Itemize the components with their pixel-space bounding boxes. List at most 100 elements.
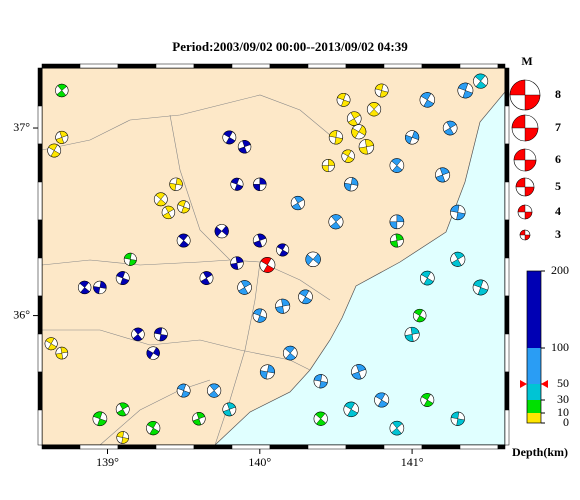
ball-quadrant [291, 196, 305, 211]
frame-bar [383, 63, 423, 69]
magnitude-legend-ball [513, 148, 537, 172]
ball-quadrant [342, 149, 354, 163]
ball-quadrant [344, 177, 359, 192]
frame-bar [497, 63, 506, 69]
ball-quadrant [116, 402, 129, 417]
event-beachball [341, 149, 355, 163]
event-beachball [346, 111, 362, 126]
event-beachball [55, 346, 69, 360]
frame-bar [37, 143, 43, 183]
ball-quadrant [253, 177, 267, 191]
event-beachball [328, 214, 344, 230]
ball-quadrant [450, 204, 466, 220]
map-area [42, 68, 505, 445]
boundaries [42, 94, 331, 445]
ball-quadrant [178, 233, 189, 248]
ball-quadrant [443, 120, 457, 136]
ball-quadrant [389, 214, 405, 230]
frame-bar [155, 63, 195, 69]
events [44, 73, 489, 444]
event-beachball [358, 139, 375, 155]
ball-quadrant [238, 280, 251, 295]
ball-quadrant [315, 411, 327, 426]
ball-quadrant [473, 279, 489, 296]
event-beachball [115, 271, 130, 285]
depth-bin [527, 384, 541, 400]
frame-bar [459, 63, 499, 69]
ball-quadrant [177, 200, 190, 214]
event-beachball [374, 83, 389, 98]
event-beachball [199, 271, 214, 285]
depth-tick-label: 0 [563, 415, 569, 429]
event-beachball [473, 73, 489, 89]
event-beachball [177, 200, 191, 214]
magnitude-legend-ball [515, 177, 535, 197]
ball-quadrant [420, 270, 434, 286]
frame-bar [421, 444, 461, 450]
event-beachball [222, 402, 237, 417]
event-beachball [237, 280, 252, 295]
ball-quadrant [330, 214, 342, 230]
ball-quadrant [192, 412, 206, 426]
event-beachball [457, 82, 474, 99]
ball-quadrant [223, 130, 236, 145]
ball-quadrant [451, 251, 465, 267]
ball-quadrant [284, 345, 296, 361]
ball-quadrant [93, 280, 107, 294]
event-beachball [305, 251, 321, 268]
frame-bar [41, 63, 81, 69]
event-beachball [351, 364, 367, 380]
ball-quadrant [517, 204, 533, 220]
frame-bar [345, 444, 385, 450]
magnitude-legend-ball [509, 79, 541, 111]
magnitude-legend-ball [519, 229, 531, 241]
frame-bar [37, 219, 43, 259]
event-beachball [153, 192, 168, 207]
ball-quadrant [55, 131, 68, 144]
event-beachball [389, 233, 404, 248]
frame-bar [504, 333, 510, 373]
event-beachball [374, 392, 390, 408]
depth-tick-label: 200 [551, 263, 569, 277]
sea [214, 68, 505, 445]
magnitude-legend-label: 8 [555, 87, 561, 101]
event-beachball [389, 158, 405, 173]
ball-quadrant [48, 143, 61, 158]
depth-tick-label: 10 [557, 405, 569, 419]
frame-bar [459, 444, 499, 450]
depth-tick-label: 30 [557, 392, 569, 406]
frame-bar [504, 257, 510, 297]
highlight-depth-marker [520, 380, 548, 388]
frame-bar [504, 219, 510, 259]
event-beachball [55, 83, 69, 98]
ball-quadrant [116, 431, 129, 444]
ball-quadrant [515, 177, 535, 197]
ball-quadrant [351, 364, 366, 380]
depth-bin [527, 348, 541, 384]
lat-tick-label: 36° [13, 307, 30, 321]
frame-bar [193, 63, 233, 69]
frame-bar [37, 181, 43, 221]
frame-bar [79, 444, 119, 450]
ball-quadrant [238, 140, 251, 154]
depth-label: Depth(km) [512, 445, 568, 459]
lat-tick-label: 37° [13, 120, 30, 134]
magnitude-legend-label: 7 [555, 120, 561, 134]
event-beachball [298, 289, 313, 305]
ball-quadrant [45, 337, 57, 351]
frame-bar [307, 63, 347, 69]
ball-quadrant [435, 167, 450, 183]
ball-quadrant [79, 280, 90, 295]
frame-bar [269, 444, 309, 450]
ball-quadrant [391, 420, 403, 436]
depth-bin [527, 400, 541, 413]
ball-quadrant [253, 308, 267, 323]
ball-quadrant [404, 326, 420, 342]
boundary [214, 261, 261, 445]
event-beachball [253, 177, 267, 191]
title: Period:2003/09/02 00:00--2013/09/02 04:3… [172, 39, 408, 54]
event-beachball [116, 431, 130, 444]
ball-quadrant [147, 421, 160, 436]
magnitude-legend-label: 6 [555, 152, 561, 166]
frame-bar [504, 371, 510, 411]
